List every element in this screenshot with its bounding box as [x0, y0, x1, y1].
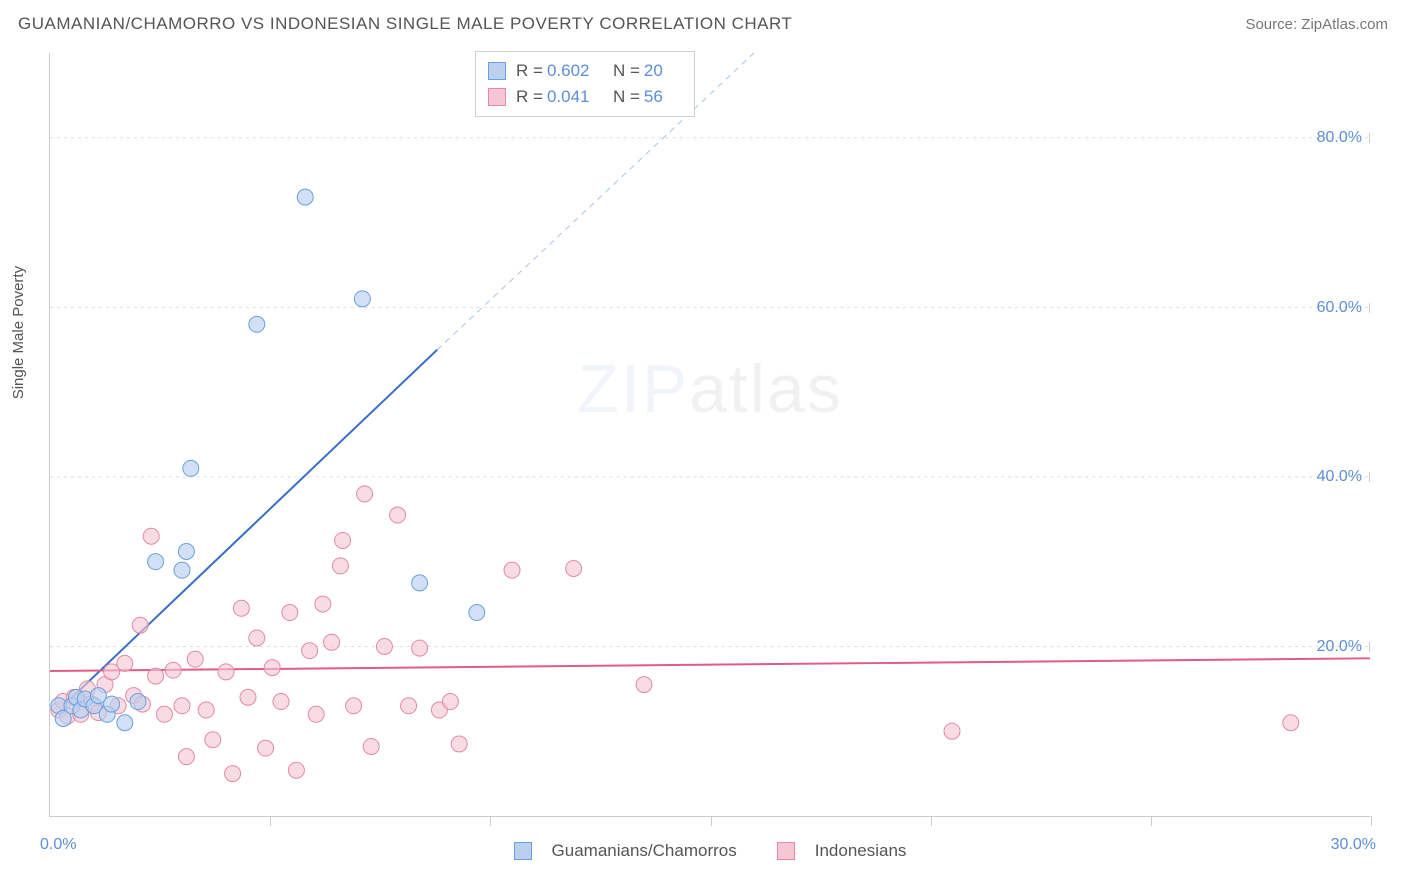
data-point-guamanians — [104, 696, 120, 712]
data-point-indonesians — [412, 640, 428, 656]
data-point-indonesians — [363, 738, 379, 754]
data-point-indonesians — [143, 528, 159, 544]
data-point-indonesians — [315, 596, 331, 612]
n-label: N = — [613, 84, 640, 110]
data-point-indonesians — [117, 655, 133, 671]
legend-row-guamanians: R = 0.602 N = 20 — [488, 58, 682, 84]
correlation-legend: R = 0.602 N = 20 R = 0.041 N = 56 — [475, 51, 695, 117]
x-tick-30: 30.0% — [1331, 836, 1376, 854]
chart-svg — [50, 53, 1370, 816]
data-point-indonesians — [308, 706, 324, 722]
data-point-indonesians — [233, 600, 249, 616]
x-tick-0: 0.0% — [40, 836, 76, 854]
data-point-indonesians — [205, 732, 221, 748]
data-point-guamanians — [178, 544, 194, 560]
swatch-guamanians — [488, 62, 506, 80]
data-point-indonesians — [174, 698, 190, 714]
data-point-indonesians — [451, 736, 467, 752]
swatch-guamanians-icon — [514, 842, 532, 860]
data-point-indonesians — [636, 677, 652, 693]
legend-label-indonesians: Indonesians — [815, 841, 907, 861]
r-label: R = — [516, 58, 543, 84]
series-legend: Guamanians/Chamorros Indonesians — [50, 841, 1370, 861]
chart-title: GUAMANIAN/CHAMORRO VS INDONESIAN SINGLE … — [18, 14, 792, 34]
data-point-indonesians — [273, 694, 289, 710]
data-point-indonesians — [148, 668, 164, 684]
data-point-guamanians — [297, 189, 313, 205]
source-label: Source: ZipAtlas.com — [1245, 16, 1388, 33]
data-point-indonesians — [324, 634, 340, 650]
data-point-guamanians — [249, 316, 265, 332]
data-point-indonesians — [357, 486, 373, 502]
plot-area: ZIPatlas 20.0%40.0%60.0%80.0% R = 0.602 … — [49, 53, 1370, 817]
x-tick — [931, 816, 932, 826]
data-point-indonesians — [132, 617, 148, 633]
data-point-guamanians — [469, 605, 485, 621]
x-tick — [270, 816, 271, 826]
data-point-indonesians — [944, 723, 960, 739]
data-point-indonesians — [401, 698, 417, 714]
data-point-guamanians — [354, 291, 370, 307]
y-tick-label: 40.0% — [1317, 468, 1362, 486]
data-point-indonesians — [335, 532, 351, 548]
data-point-indonesians — [1283, 715, 1299, 731]
r-label: R = — [516, 84, 543, 110]
data-point-indonesians — [332, 558, 348, 574]
n-label: N = — [613, 58, 640, 84]
data-point-indonesians — [302, 643, 318, 659]
data-point-indonesians — [346, 698, 362, 714]
legend-item-indonesians: Indonesians — [777, 841, 907, 861]
swatch-indonesians — [488, 88, 506, 106]
n-value-indonesians: 56 — [644, 84, 664, 110]
swatch-indonesians-icon — [777, 842, 795, 860]
data-point-guamanians — [183, 460, 199, 476]
x-tick — [490, 816, 491, 826]
data-point-indonesians — [566, 560, 582, 576]
data-point-guamanians — [148, 554, 164, 570]
data-point-indonesians — [282, 605, 298, 621]
data-point-indonesians — [178, 749, 194, 765]
data-point-indonesians — [442, 694, 458, 710]
r-value-guamanians: 0.602 — [547, 58, 595, 84]
data-point-indonesians — [198, 702, 214, 718]
legend-row-indonesians: R = 0.041 N = 56 — [488, 84, 682, 110]
header-bar: GUAMANIAN/CHAMORRO VS INDONESIAN SINGLE … — [18, 14, 1388, 34]
data-point-indonesians — [258, 740, 274, 756]
data-point-indonesians — [156, 706, 172, 722]
data-point-indonesians — [390, 507, 406, 523]
x-tick — [711, 816, 712, 826]
data-point-indonesians — [264, 660, 280, 676]
data-point-guamanians — [412, 575, 428, 591]
data-point-indonesians — [240, 689, 256, 705]
data-point-guamanians — [117, 715, 133, 731]
data-point-indonesians — [376, 638, 392, 654]
data-point-indonesians — [288, 762, 304, 778]
n-value-guamanians: 20 — [644, 58, 664, 84]
r-value-indonesians: 0.041 — [547, 84, 595, 110]
x-tick — [1371, 816, 1372, 826]
y-tick-label: 80.0% — [1317, 129, 1362, 147]
data-point-indonesians — [187, 651, 203, 667]
data-point-indonesians — [225, 766, 241, 782]
y-axis-label: Single Male Poverty — [10, 266, 27, 399]
x-tick — [1151, 816, 1152, 826]
y-tick-label: 60.0% — [1317, 299, 1362, 317]
data-point-indonesians — [218, 664, 234, 680]
data-point-guamanians — [130, 694, 146, 710]
legend-label-guamanians: Guamanians/Chamorros — [552, 841, 737, 861]
data-point-guamanians — [174, 562, 190, 578]
data-point-indonesians — [165, 662, 181, 678]
data-point-indonesians — [249, 630, 265, 646]
y-tick-label: 20.0% — [1317, 638, 1362, 656]
data-point-indonesians — [504, 562, 520, 578]
legend-item-guamanians: Guamanians/Chamorros — [514, 841, 737, 861]
